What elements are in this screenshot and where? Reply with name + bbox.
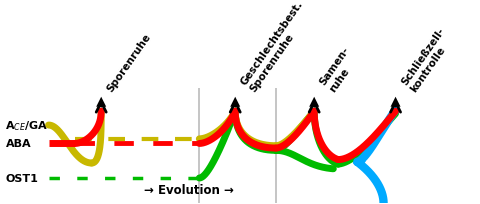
Text: Schließzell-
kontrolle: Schließzell- kontrolle <box>399 26 456 93</box>
Text: Geschlechtsbest.
Sporenruhe: Geschlechtsbest. Sporenruhe <box>239 0 314 93</box>
Text: → Evolution →: → Evolution → <box>144 183 234 196</box>
Text: Samen-
ruhe: Samen- ruhe <box>318 45 361 93</box>
Text: A$_{CE}$/GA: A$_{CE}$/GA <box>5 119 48 132</box>
Text: OST1: OST1 <box>5 173 38 183</box>
Text: ABA: ABA <box>5 139 31 149</box>
Text: Sporenruhe: Sporenruhe <box>105 31 153 93</box>
